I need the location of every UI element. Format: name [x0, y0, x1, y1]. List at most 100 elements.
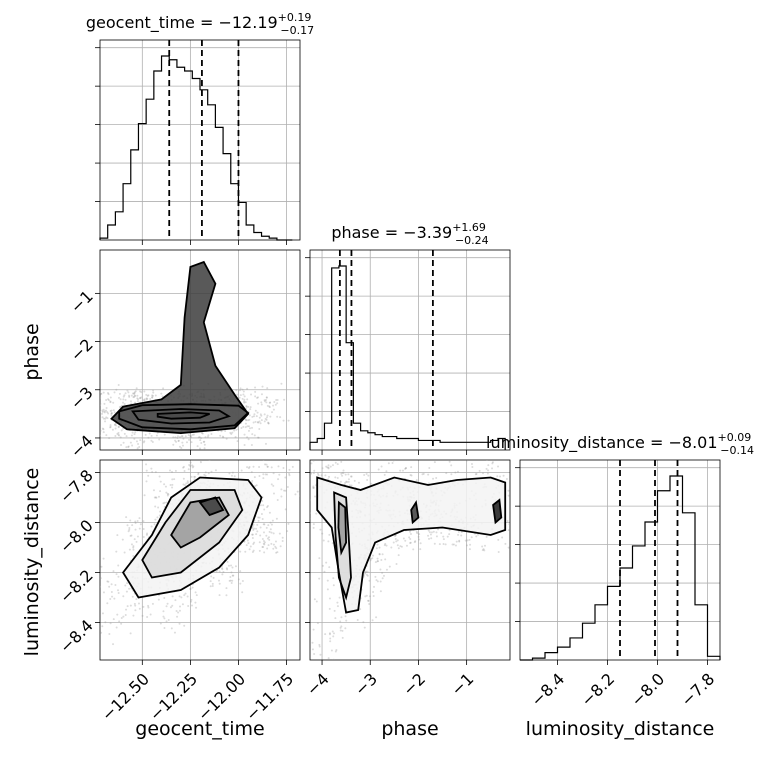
sample-point	[307, 656, 309, 658]
sample-point	[368, 603, 371, 606]
sample-point	[180, 446, 183, 449]
sample-point	[239, 550, 242, 553]
sample-point	[264, 417, 267, 420]
sample-point	[445, 472, 448, 475]
sample-point	[328, 566, 331, 569]
sample-point	[126, 582, 129, 585]
sample-point	[173, 631, 176, 634]
sample-point	[428, 537, 431, 540]
sample-point	[129, 534, 132, 537]
sample-point	[127, 446, 130, 449]
sample-point	[257, 402, 260, 405]
sample-point	[335, 649, 338, 652]
sample-point	[270, 531, 273, 534]
sample-point	[145, 469, 148, 472]
sample-point	[304, 460, 306, 462]
sample-point	[150, 525, 153, 528]
sample-point	[101, 625, 104, 628]
sample-point	[262, 531, 265, 534]
sample-point	[376, 560, 379, 563]
sample-point	[256, 421, 259, 424]
sample-point	[171, 604, 174, 607]
sample-point	[102, 591, 105, 594]
sample-point	[118, 392, 121, 395]
sample-point	[109, 426, 112, 429]
sample-point	[274, 545, 277, 548]
sample-point	[111, 428, 114, 431]
sample-point	[257, 396, 260, 399]
sample-point	[214, 469, 217, 472]
sample-point	[125, 516, 128, 519]
sample-point	[251, 415, 254, 418]
sample-point	[150, 434, 153, 437]
panel-luminosity-distance-vs-phase: −4 −3 −2 −1	[298, 459, 534, 699]
sample-point	[409, 541, 412, 544]
sample-point	[154, 471, 157, 474]
sample-point	[353, 479, 356, 482]
sample-point	[404, 467, 407, 470]
sample-point	[457, 530, 460, 533]
sample-point	[440, 532, 443, 535]
sample-point	[146, 394, 149, 397]
sample-point	[250, 426, 253, 429]
sample-point	[110, 583, 113, 586]
sample-point	[199, 461, 202, 464]
sample-point	[383, 473, 386, 476]
sample-point	[332, 660, 334, 662]
density-fill	[111, 262, 249, 434]
sample-point	[113, 597, 116, 600]
sample-point	[151, 441, 154, 444]
sample-point	[378, 546, 381, 549]
sample-point	[532, 469, 534, 471]
sample-point	[170, 627, 173, 630]
sample-point	[261, 500, 264, 503]
tick-label-y: −8.0	[56, 516, 97, 557]
sample-point	[190, 600, 193, 603]
sample-point	[275, 399, 278, 402]
sample-point	[142, 605, 145, 608]
sample-point	[260, 403, 263, 406]
sample-point	[159, 622, 162, 625]
density-contour	[122, 476, 263, 599]
sample-point	[267, 422, 270, 425]
sample-point	[375, 616, 378, 619]
sample-point	[262, 477, 265, 480]
sample-point	[150, 439, 153, 442]
sample-point	[163, 433, 166, 436]
sample-point	[384, 542, 387, 545]
sample-point	[258, 428, 261, 431]
sample-point	[512, 479, 514, 481]
sample-point	[110, 414, 113, 417]
sample-point	[134, 528, 137, 531]
sample-point	[189, 588, 192, 591]
sample-point	[454, 544, 457, 547]
sample-point	[284, 476, 287, 479]
sample-point	[133, 391, 136, 394]
sample-point	[430, 531, 433, 534]
sample-point	[298, 518, 300, 520]
sample-point	[322, 539, 325, 542]
sample-point	[213, 456, 215, 458]
sample-point	[199, 460, 202, 462]
sample-point	[122, 615, 125, 618]
sample-point	[161, 395, 164, 398]
sample-point	[263, 543, 266, 546]
sample-point	[169, 483, 172, 486]
sample-point	[284, 508, 287, 511]
sample-point	[159, 480, 162, 483]
sample-point	[243, 400, 246, 403]
sample-point	[267, 422, 270, 425]
sample-point	[252, 465, 255, 468]
sample-point	[287, 522, 290, 525]
sample-point	[265, 396, 268, 399]
sample-point	[100, 410, 101, 412]
sample-point	[527, 468, 529, 470]
sample-point	[305, 516, 307, 518]
sample-point	[125, 435, 128, 438]
sample-point	[334, 617, 337, 620]
sample-point	[412, 548, 415, 551]
ylabel-luminosity-distance: luminosity_distance	[21, 468, 43, 657]
sample-point	[78, 419, 80, 421]
sample-point	[318, 577, 321, 580]
sample-point	[379, 580, 382, 583]
